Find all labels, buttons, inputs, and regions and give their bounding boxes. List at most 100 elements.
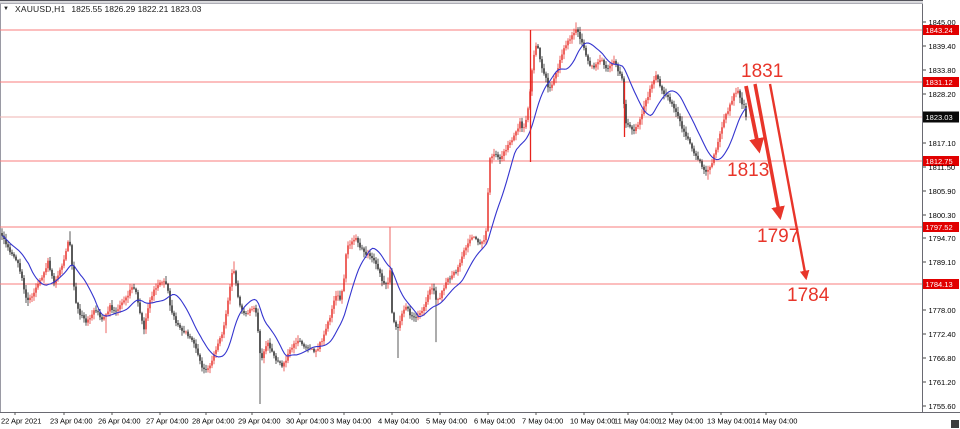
candle-body [357,238,359,243]
time-tick-label: 3 May 04:00 [330,417,371,426]
candle-body [283,362,285,367]
candle-body [195,343,197,349]
candle-body [27,297,29,301]
candle-body [239,296,241,306]
candle-body [625,103,627,124]
price-annotation[interactable]: 1813 [727,160,769,181]
candle-body [451,275,453,279]
candle-body [491,156,493,159]
candle-body [603,59,605,65]
candle-body [531,70,533,92]
candle-body [117,309,119,311]
candle-body [521,121,523,129]
price-tick-label: 1805.90 [929,187,956,196]
candle-body [243,310,245,314]
candle-body [551,84,553,88]
candle-body [125,297,127,301]
time-axis[interactable]: 22 Apr 2021 23 Apr 04:00 26 Apr 04:00 27 Ap… [1,412,797,426]
candle-body [693,148,695,154]
candle-body [111,305,113,311]
price-tick-label: 1833.80 [929,66,956,75]
candle-body [327,321,329,329]
candle-body [179,324,181,328]
candle-body [1,232,3,236]
candle-body [65,251,67,260]
candle-body [215,349,217,354]
candle-body [73,265,75,287]
candle-body [609,65,611,69]
candle-body [431,288,433,290]
candle-body [237,283,239,297]
candle-body [391,270,393,313]
candle-body [411,315,413,317]
time-tick-label: 12 May 04:00 [658,417,703,426]
down-arrow[interactable] [744,85,765,154]
candle-body [259,331,261,354]
forecast-arrows-group[interactable] [744,83,810,281]
candle-body [207,368,209,370]
candle-body [345,254,347,279]
candle-body [47,260,49,269]
candle-body [247,313,249,314]
candle-body [507,144,509,150]
candle-body [587,55,589,61]
resize-grip[interactable] [951,420,959,428]
candle-body [177,323,179,325]
price-annotation[interactable]: 1797 [757,226,799,247]
candle-body [145,318,147,330]
candle-body [325,328,327,335]
candle-body [553,78,555,85]
candle-body [549,87,551,89]
candle-body [493,154,495,157]
candle-body [387,282,389,284]
level-price-tag [923,25,959,35]
candle-body [81,315,83,316]
candle-body [219,338,221,344]
price-annotation[interactable]: 1784 [787,285,830,306]
symbol-dropdown-icon[interactable]: ▼ [3,5,9,12]
candles-group[interactable] [1,22,747,405]
price-annotation[interactable]: 1831 [741,61,783,82]
price-tag-label: 1784.13 [926,280,953,289]
candle-body [397,326,399,328]
candle-body [445,282,447,289]
candle-body [739,90,741,98]
candle-body [685,131,687,137]
candle-body [673,103,675,109]
candle-body [703,166,705,170]
candle-body [621,73,623,79]
time-tick-label: 14 May 04:00 [752,417,797,426]
down-arrow[interactable] [768,83,810,281]
symbol-period-label: XAUUSD,H1 [14,3,66,14]
candle-body [241,305,243,311]
candle-body [135,288,137,293]
candle-body [679,116,681,122]
time-tick-label: 4 May 04:00 [378,417,419,426]
candle-body [463,250,465,257]
candle-body [571,35,573,40]
price-tag-label: 1843.24 [926,26,953,35]
candle-body [313,348,315,352]
candle-body [659,79,661,87]
candle-body [727,111,729,114]
candle-body [317,348,319,351]
candle-body [269,342,271,349]
candle-body [83,315,85,319]
price-axis-panel[interactable] [923,0,960,412]
down-arrow[interactable] [753,83,785,221]
time-tick-label: 5 May 04:00 [426,417,467,426]
candle-body [681,121,683,129]
candle-body [485,230,487,241]
candle-body [31,296,33,298]
candle-body [265,346,267,352]
price-tick-label: 1794.70 [929,234,956,243]
candle-body [399,321,401,328]
price-tick-label: 1789.10 [929,258,956,267]
candle-body [157,285,159,289]
candle-body [523,127,525,129]
time-tick-label: 26 Apr 04:00 [98,417,141,426]
candle-body [161,282,163,284]
candle-body [189,336,191,338]
